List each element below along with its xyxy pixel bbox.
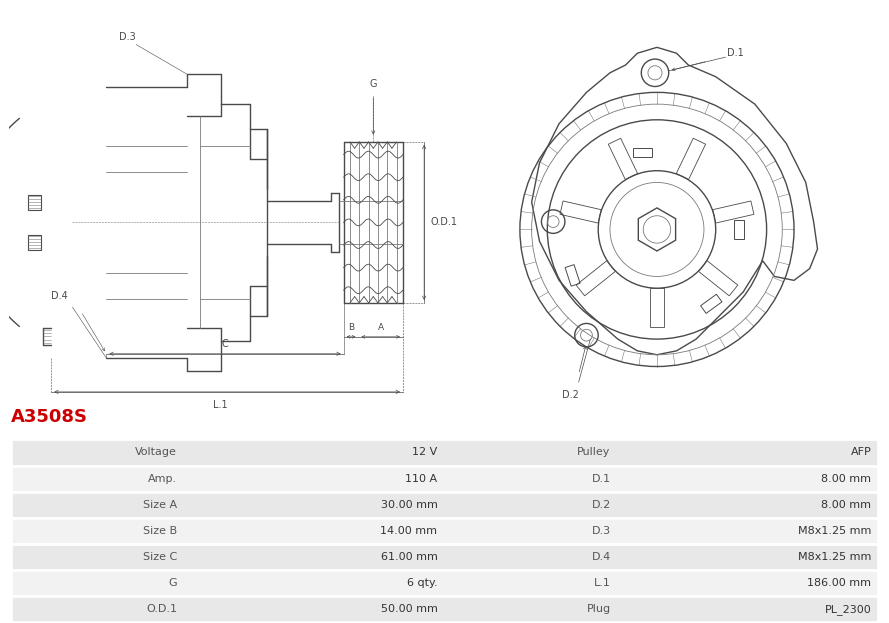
Text: L.1: L.1 (594, 578, 611, 588)
Text: O.D.1: O.D.1 (146, 604, 177, 614)
Text: Size B: Size B (143, 526, 177, 536)
Text: G: G (370, 79, 377, 89)
Bar (344, 142, 403, 303)
Text: B: B (348, 323, 354, 331)
Text: Voltage: Voltage (135, 447, 177, 457)
Text: Size A: Size A (143, 500, 177, 510)
Text: 50.00 mm: 50.00 mm (380, 604, 437, 614)
Text: 61.00 mm: 61.00 mm (380, 552, 437, 562)
Text: 30.00 mm: 30.00 mm (380, 500, 437, 510)
Text: D.4: D.4 (52, 291, 68, 301)
Text: D.4: D.4 (591, 552, 611, 562)
Bar (633, 148, 653, 157)
Bar (565, 265, 581, 286)
Bar (11, 570, 878, 596)
Text: G: G (168, 578, 177, 588)
Text: O.D.1: O.D.1 (430, 217, 458, 227)
Text: A: A (378, 323, 383, 331)
Bar (11, 596, 878, 622)
Bar (28, 235, 41, 250)
Text: 6 qty.: 6 qty. (407, 578, 437, 588)
Text: 14.00 mm: 14.00 mm (380, 526, 437, 536)
Text: Plug: Plug (587, 604, 611, 614)
Text: A3508S: A3508S (11, 409, 88, 427)
Bar (28, 195, 41, 210)
Text: M8x1.25 mm: M8x1.25 mm (797, 526, 871, 536)
Bar (11, 518, 878, 544)
Text: Pulley: Pulley (577, 447, 611, 457)
Text: 110 A: 110 A (405, 473, 437, 483)
Text: D.2: D.2 (563, 390, 580, 400)
Text: AFP: AFP (851, 447, 871, 457)
Bar (11, 492, 878, 518)
Text: C: C (221, 339, 228, 349)
Text: PL_2300: PL_2300 (824, 604, 871, 614)
Text: D.1: D.1 (727, 48, 744, 58)
Bar (734, 220, 744, 239)
Text: 8.00 mm: 8.00 mm (821, 473, 871, 483)
Text: Amp.: Amp. (148, 473, 177, 483)
Text: 186.00 mm: 186.00 mm (807, 578, 871, 588)
Bar (701, 294, 722, 313)
Bar (11, 544, 878, 570)
Bar (11, 439, 878, 465)
Text: L.1: L.1 (213, 401, 228, 411)
Text: D.2: D.2 (591, 500, 611, 510)
Bar (11, 465, 878, 492)
Text: D.3: D.3 (119, 32, 136, 42)
Text: D.3: D.3 (591, 526, 611, 536)
Text: M8x1.25 mm: M8x1.25 mm (797, 552, 871, 562)
Text: 8.00 mm: 8.00 mm (821, 500, 871, 510)
Text: D.1: D.1 (591, 473, 611, 483)
Text: Size C: Size C (142, 552, 177, 562)
Text: 12 V: 12 V (412, 447, 437, 457)
